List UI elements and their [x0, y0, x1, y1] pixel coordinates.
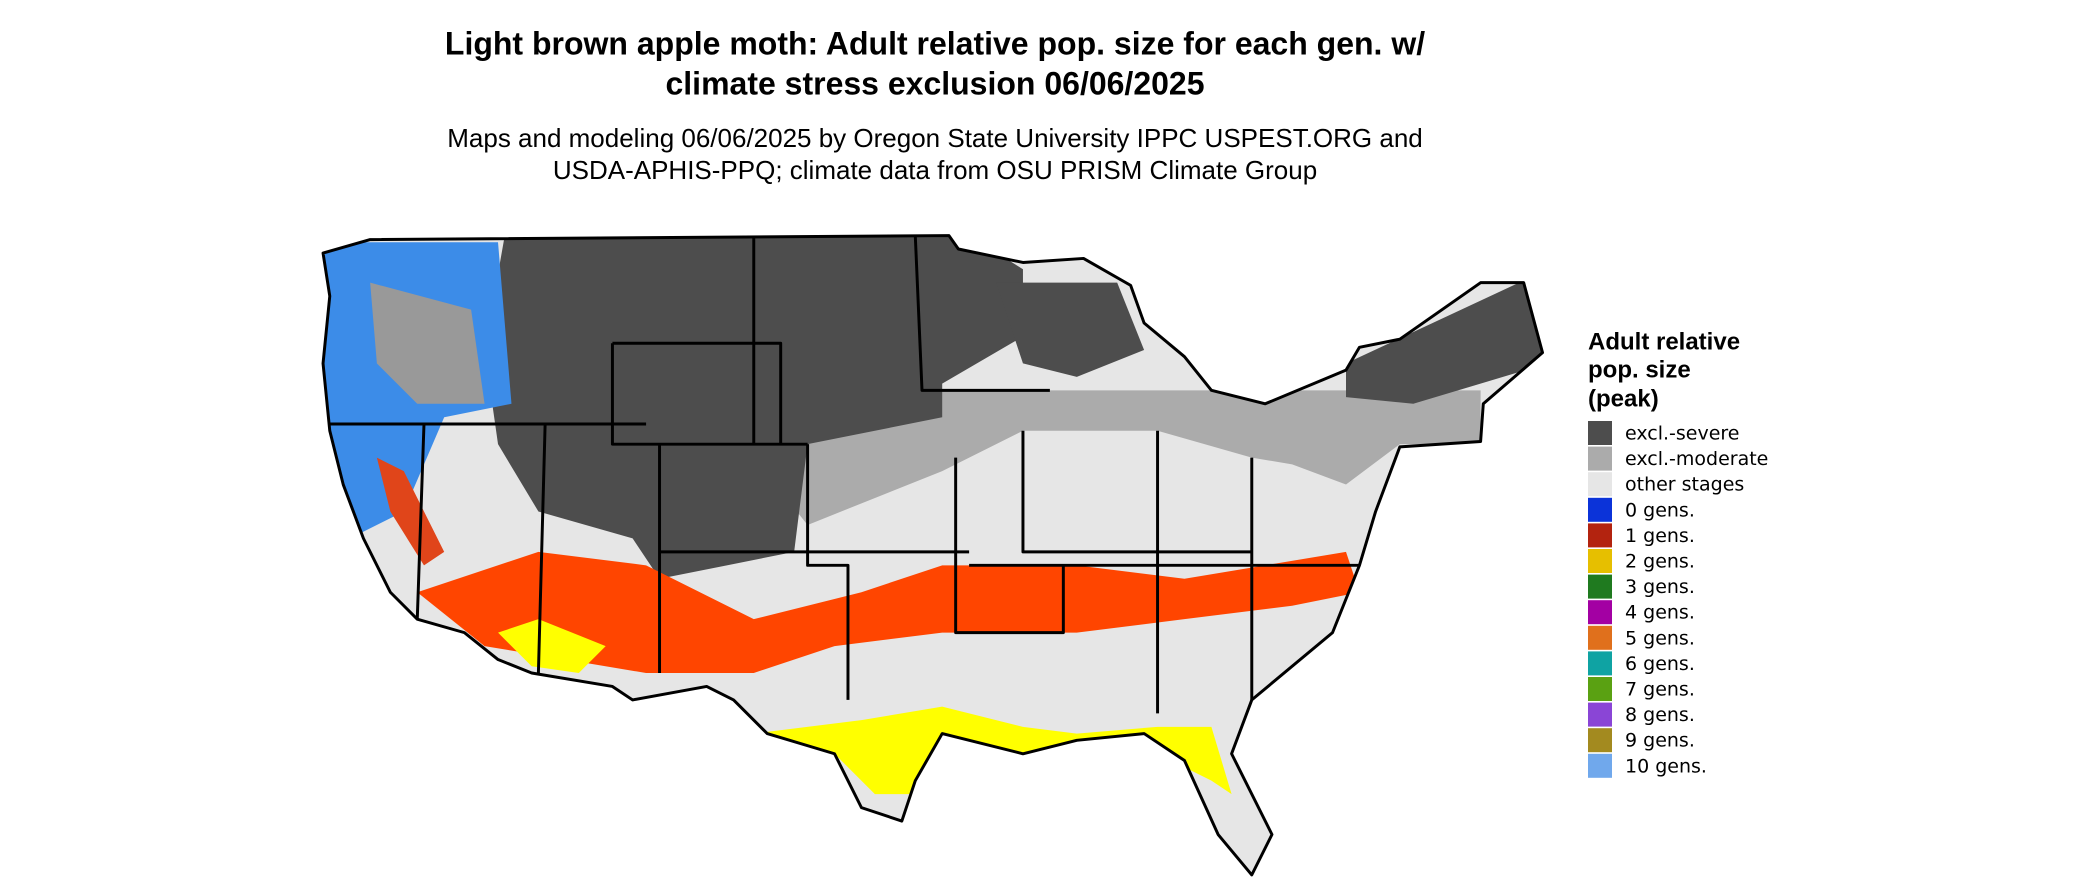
legend-swatch — [1588, 472, 1612, 497]
legend: Adult relative pop. size (peak) excl.-se… — [1588, 328, 1768, 778]
legend-swatch — [1588, 421, 1612, 445]
legend-label: 2 gens. — [1625, 551, 1695, 573]
legend-swatch — [1588, 651, 1612, 676]
legend-swatch — [1588, 446, 1612, 471]
warm-zone — [376, 457, 445, 566]
legend-label: 3 gens. — [1625, 576, 1695, 598]
legend-label: 0 gens. — [1625, 499, 1695, 521]
legend-label: 6 gens. — [1625, 653, 1695, 675]
legend-swatch — [1588, 574, 1612, 599]
legend-label: excl.-severe — [1625, 423, 1740, 445]
state-borders — [329, 235, 1360, 714]
title: Light brown apple moth: Adult relative p… — [445, 25, 1425, 61]
legend-label: 9 gens. — [1625, 730, 1695, 752]
legend-swatch — [1588, 702, 1612, 727]
warm-zone — [417, 551, 1360, 673]
legend-swatch — [1588, 523, 1612, 548]
legend-swatch — [1588, 753, 1612, 778]
subtitle: USDA-APHIS-PPQ; climate data from OSU PR… — [553, 155, 1317, 185]
legend-title: (peak) — [1588, 385, 1659, 412]
legend-label: 5 gens. — [1625, 627, 1695, 649]
hot-zone — [498, 619, 606, 673]
legend-title: pop. size — [1588, 356, 1691, 383]
subtitle: Maps and modeling 06/06/2025 by Oregon S… — [447, 123, 1423, 153]
legend-swatch — [1588, 549, 1612, 573]
legend-label: 7 gens. — [1625, 679, 1695, 701]
legend-label: 8 gens. — [1625, 704, 1695, 726]
legend-swatch — [1588, 625, 1612, 650]
legend-swatch — [1588, 497, 1612, 522]
legend-label: other stages — [1625, 474, 1744, 496]
legend-swatch — [1588, 728, 1612, 753]
excl-moderate-zone — [753, 390, 1481, 525]
excl-severe-zone — [1345, 269, 1543, 404]
legend-label: 4 gens. — [1625, 602, 1695, 624]
legend-label: 10 gens. — [1625, 755, 1707, 777]
map — [321, 234, 1544, 877]
legend-swatch — [1588, 677, 1612, 701]
excl-severe-zone — [996, 282, 1145, 377]
cool-zone — [370, 282, 485, 404]
legend-title: Adult relative — [1588, 328, 1740, 355]
legend-label: 1 gens. — [1625, 525, 1695, 547]
legend-label: excl.-moderate — [1625, 448, 1768, 470]
legend-swatch — [1588, 600, 1612, 625]
title: climate stress exclusion 06/06/2025 — [665, 65, 1204, 101]
